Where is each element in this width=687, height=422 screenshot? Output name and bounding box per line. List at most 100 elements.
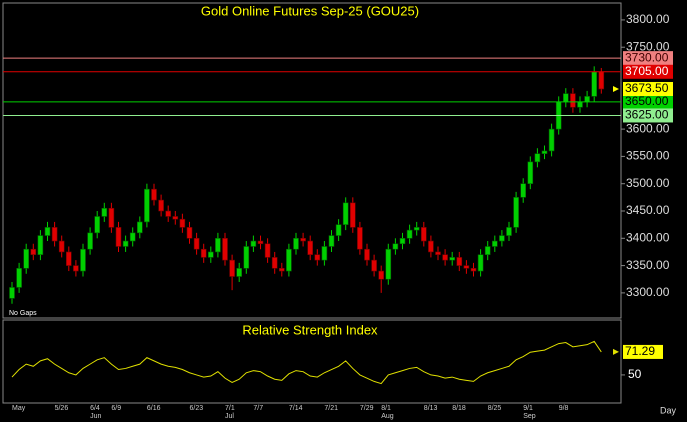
y-tick-label: 3750.00 xyxy=(626,39,670,53)
candle-body xyxy=(357,227,363,250)
month-label: Jun xyxy=(90,413,101,420)
rsi-last-box xyxy=(623,344,663,359)
x-tick-label: May xyxy=(12,405,26,412)
y-tick-label: 3550.00 xyxy=(626,149,670,163)
candle-body xyxy=(527,161,534,185)
candle-body xyxy=(229,259,235,277)
candle-body xyxy=(598,71,605,90)
candle-body xyxy=(16,268,22,288)
rsi-panel xyxy=(2,319,622,404)
level-label: 3650.00 xyxy=(625,94,669,108)
x-tick-label: 6/4 xyxy=(90,405,100,412)
y-tick-label: 3600.00 xyxy=(626,121,670,135)
y-tick-label: 3350.00 xyxy=(626,258,670,272)
candle-body xyxy=(243,246,250,269)
candle-body xyxy=(442,254,448,261)
candle-body xyxy=(385,248,392,280)
x-tick-label: 7/1 xyxy=(225,405,235,412)
candle-body xyxy=(463,265,470,269)
level-label-box xyxy=(623,51,673,66)
x-tick-label: 6/9 xyxy=(111,405,121,412)
candle-body xyxy=(151,188,157,201)
level-label: 3730.00 xyxy=(625,50,669,64)
candle-body xyxy=(307,240,314,255)
candle-body xyxy=(534,153,541,163)
candle-body xyxy=(73,265,79,272)
x-tick-label: 8/1 xyxy=(381,405,391,412)
candle-body xyxy=(122,240,129,247)
candle-body xyxy=(137,221,143,234)
month-label: Aug xyxy=(381,413,394,420)
candle-body xyxy=(349,202,356,228)
candle-body xyxy=(484,246,491,255)
x-tick-label: 5/26 xyxy=(55,405,69,412)
y-tick-label: 3450.00 xyxy=(626,203,670,217)
level-label-box xyxy=(623,108,673,123)
x-tick-label: 9/1 xyxy=(523,405,533,412)
candle-body xyxy=(101,207,108,217)
x-tick-label: 8/25 xyxy=(488,405,502,412)
candle-body xyxy=(562,93,569,103)
last-price-arrow xyxy=(613,85,619,92)
x-tick-label: 9/8 xyxy=(559,405,569,412)
month-label: Jul xyxy=(225,413,234,420)
candle-body xyxy=(186,227,193,239)
candle-body xyxy=(129,232,136,242)
candle-body xyxy=(250,240,257,247)
candle-body xyxy=(172,216,179,220)
last-price-box xyxy=(623,81,673,96)
x-tick-label: 7/14 xyxy=(289,405,303,412)
candle-body xyxy=(193,237,200,250)
candle-body xyxy=(321,246,328,261)
candle-body xyxy=(456,257,463,266)
candle-body xyxy=(506,227,512,236)
candle-body xyxy=(392,243,399,250)
month-label: Sep xyxy=(523,413,536,420)
candle-body xyxy=(420,227,427,242)
candle-body xyxy=(570,93,576,108)
candle-body xyxy=(335,224,342,236)
candle-body xyxy=(286,248,292,272)
candle-body xyxy=(293,237,299,250)
candle-body xyxy=(435,251,441,255)
candle-body xyxy=(37,235,44,255)
x-tick-label: 6/23 xyxy=(190,405,204,412)
candle-body xyxy=(30,248,37,255)
candle-body xyxy=(278,268,285,272)
candle-body xyxy=(58,240,65,253)
candle-body xyxy=(477,254,484,272)
candle-body xyxy=(342,202,349,225)
level-label-box xyxy=(623,64,673,79)
candle-body xyxy=(584,96,590,103)
note: No Gaps xyxy=(9,310,37,317)
candle-body xyxy=(491,240,498,247)
candle-body xyxy=(406,229,413,239)
candle-body xyxy=(364,248,370,261)
candle-body xyxy=(179,218,186,228)
last-price-label: 3673.50 xyxy=(625,81,669,95)
candle-body xyxy=(577,101,583,108)
y-tick-label: 3800.00 xyxy=(626,12,670,26)
candle-body xyxy=(378,270,385,280)
candle-body xyxy=(371,259,377,272)
price-panel xyxy=(2,2,622,319)
level-label-box xyxy=(623,94,673,109)
candle-body xyxy=(215,237,221,253)
candle-body xyxy=(158,199,164,212)
candle-body xyxy=(520,183,527,198)
candle-body xyxy=(165,210,171,217)
y-tick-label: 50 xyxy=(628,367,642,381)
candle-body xyxy=(499,235,505,242)
candle-body xyxy=(80,248,86,272)
candle-body xyxy=(144,188,150,223)
candle-body xyxy=(513,197,519,228)
x-tick-label: 7/7 xyxy=(253,405,263,412)
candle-body xyxy=(449,257,456,261)
x-tick-label: 8/13 xyxy=(424,405,438,412)
candle-body xyxy=(300,237,306,242)
candle-body xyxy=(200,248,207,258)
candle-body xyxy=(222,237,228,261)
candle-body xyxy=(236,268,242,277)
candle-body xyxy=(94,216,100,234)
